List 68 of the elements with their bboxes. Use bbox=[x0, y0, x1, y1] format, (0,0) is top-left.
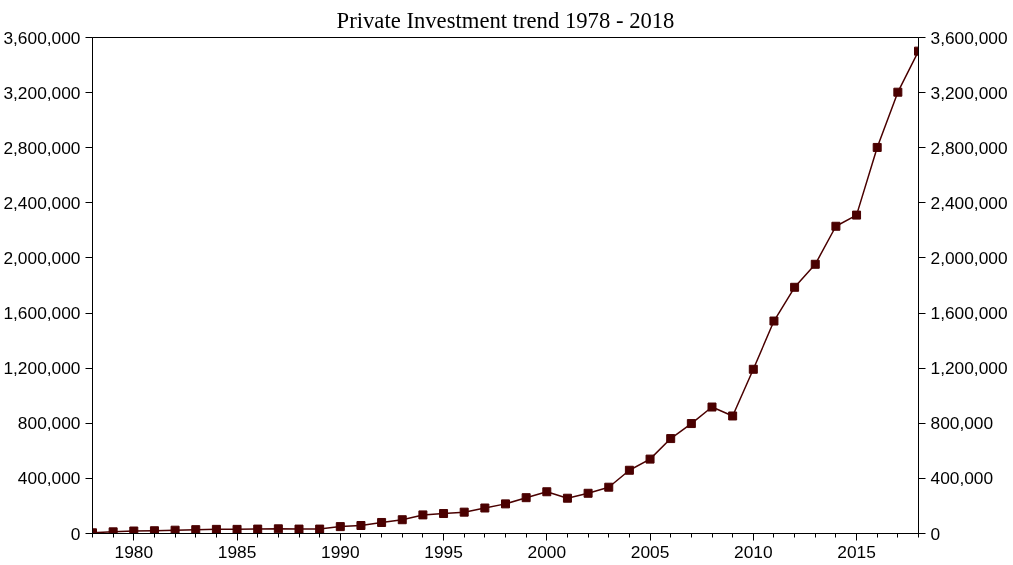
point bbox=[459, 507, 469, 517]
x-tick-label: 2010 bbox=[734, 541, 773, 562]
y-tick-label: 2,800,000 bbox=[3, 137, 81, 158]
y-tick-label: 0 bbox=[70, 523, 81, 544]
point bbox=[108, 527, 118, 534]
y2-tick-label: 3,200,000 bbox=[930, 82, 1008, 103]
point bbox=[872, 142, 882, 152]
y-tick-label: 3,600,000 bbox=[3, 27, 81, 48]
point bbox=[666, 434, 676, 444]
point bbox=[480, 503, 490, 513]
point bbox=[893, 87, 903, 97]
point bbox=[769, 316, 779, 326]
point bbox=[315, 524, 325, 534]
y-tick-label: 2,000,000 bbox=[3, 247, 81, 268]
point bbox=[129, 526, 139, 534]
point bbox=[852, 210, 862, 220]
x-tick-label: 1980 bbox=[114, 541, 154, 562]
point bbox=[542, 487, 552, 497]
y2-tick-label: 3,600,000 bbox=[930, 27, 1008, 48]
point bbox=[191, 525, 201, 534]
point bbox=[748, 364, 758, 374]
point bbox=[790, 282, 800, 292]
point bbox=[604, 482, 614, 492]
point bbox=[521, 493, 531, 503]
point bbox=[273, 524, 283, 534]
y2-tick-label: 400,000 bbox=[930, 468, 994, 489]
point bbox=[583, 488, 593, 498]
x-tick-label: 2015 bbox=[837, 541, 876, 562]
point bbox=[397, 515, 407, 525]
point bbox=[211, 524, 221, 534]
y2-tick-label: 1,200,000 bbox=[930, 358, 1008, 379]
y-tick-label: 400,000 bbox=[17, 468, 81, 489]
point bbox=[377, 517, 387, 527]
y-tick-label: 800,000 bbox=[17, 413, 81, 434]
point bbox=[624, 465, 634, 475]
point bbox=[418, 510, 428, 520]
point bbox=[149, 526, 159, 534]
point bbox=[831, 221, 841, 231]
point bbox=[232, 524, 242, 534]
y2-tick-label: 1,600,000 bbox=[930, 303, 1008, 324]
point bbox=[439, 509, 449, 519]
point bbox=[253, 524, 263, 534]
x-tick-label: 1995 bbox=[424, 541, 463, 562]
x-tick-label: 2000 bbox=[527, 541, 567, 562]
y2-tick-label: 2,800,000 bbox=[930, 137, 1008, 158]
y2-tick-label: 2,400,000 bbox=[930, 192, 1008, 213]
y2-tick-label: 800,000 bbox=[930, 413, 994, 434]
point bbox=[294, 524, 304, 534]
point bbox=[170, 525, 180, 534]
point bbox=[501, 499, 510, 509]
x-tick-label: 2005 bbox=[630, 541, 670, 562]
y2-tick-label: 2,000,000 bbox=[930, 247, 1008, 268]
point bbox=[335, 522, 345, 532]
y-tick-label: 3,200,000 bbox=[3, 82, 81, 103]
y-tick-label: 1,600,000 bbox=[3, 303, 81, 324]
point bbox=[728, 411, 738, 421]
y-tick-label: 2,400,000 bbox=[3, 192, 81, 213]
point bbox=[810, 259, 820, 269]
y2-tick-label: 0 bbox=[930, 523, 941, 544]
point bbox=[645, 454, 655, 464]
x-tick-label: 1990 bbox=[321, 541, 360, 562]
point bbox=[686, 419, 696, 429]
point bbox=[707, 402, 717, 412]
y-tick-label: 1,200,000 bbox=[3, 358, 81, 379]
x-tick-label: 1985 bbox=[217, 541, 257, 562]
chart-title: Private Investment trend 1978 - 2018 bbox=[336, 7, 675, 33]
point bbox=[562, 493, 572, 503]
point bbox=[356, 521, 366, 531]
